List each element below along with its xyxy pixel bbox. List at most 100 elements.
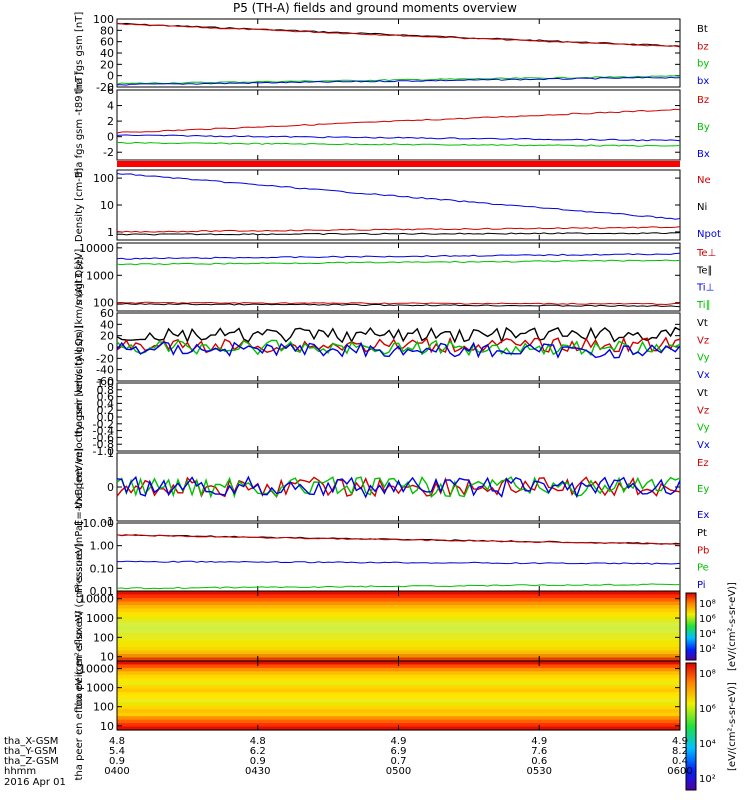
panel-9: 10000 1000 100 10 tha peir en eflux eV (cm²-… [74,543,681,710]
y-tick-label: 100 [93,297,114,310]
spectrogram-band [117,698,680,703]
legend-entry: by [697,59,709,70]
ephemeris-value: 5.4 [109,746,125,757]
y-tick-label: 40 [100,47,114,60]
y-tick-label: 2 [107,115,114,128]
ephemeris-value: 4.9 [672,736,688,747]
y-tick-label: 60 [100,36,114,49]
y-tick-label: 10 [100,199,114,212]
y-axis-label: tha fgs gsm [nT] [74,12,85,95]
legend-entry: bx [697,76,709,87]
spectrogram-band [117,709,680,714]
y-tick-label: 0.10 [90,562,115,575]
ephemeris-value: 0.9 [250,756,266,767]
y-tick-label: 0.8 [97,384,115,397]
legend-entry: Te∥ [696,265,713,276]
ephemeris-value: 4.9 [391,736,407,747]
y-axis-label: tha fgs gsm -t89 [nT] [74,72,85,178]
legend-entry: Pb [697,545,709,556]
legend-entry: By [697,122,710,133]
legend-entry: Pe [697,563,709,574]
series-line [116,475,681,499]
legend-entry: bz [697,41,709,52]
panel-frame [116,382,681,452]
ephemeris-value: 0.4 [672,756,688,767]
legend-entry: Bz [697,95,709,106]
ephemeris-value: 0430 [245,766,270,777]
legend-entry: Bt [697,24,708,35]
series-line [116,341,681,359]
y-tick-label: 0.4 [97,397,115,410]
spectrogram-band [117,692,680,697]
colorbar-tick-label: 10⁸ [699,599,716,610]
legend-entry: Ti∥ [696,300,711,311]
series-line [117,302,681,308]
spectrogram-band [117,640,680,645]
series-line [116,259,681,266]
series-line [116,476,681,499]
spectrogram-band [117,702,680,707]
spectrogram-band [117,601,680,606]
spectrogram-band [117,650,680,655]
panel-2: 6 4 2 0 -2 tha fgs gsm -t89 [nT] Bz By Bx [74,72,710,178]
y-tick-label: -0.8 [93,438,114,451]
y-axis-label: tha peer en eflux eV (cm²-s-sr-eV) [74,610,85,780]
spectrogram-band [117,695,680,700]
ephemeris-value: 0.6 [531,756,547,767]
series-line [116,23,681,48]
series-line [116,108,681,134]
series-line [116,301,681,306]
y-tick-label: -2 [103,146,114,159]
legend-entry: Vz [697,405,709,416]
y-tick-label: 10000 [79,663,114,676]
colorbar-1: 10⁸ 10⁶ 10⁴ 10² [eV/(cm²-s-sr-eV)] [685,582,738,671]
series-line [117,560,681,565]
legend-entry: Ne [697,175,711,186]
panel-4: 10000 1000 100 magt3 [eV] Te⊥ Te∥ Ti⊥ Ti∥ [74,242,716,312]
panel-separator-band [117,161,680,167]
colorbar-scale [685,592,697,661]
y-tick-label: 4 [107,100,114,113]
series-line [116,252,681,260]
y-tick-label: -1.0 [93,445,114,458]
figure-title: P5 (TH-A) fields and ground moments over… [233,1,517,15]
y-tick-label: 100 [93,631,114,644]
y-tick-label: 1000 [86,269,114,282]
spectrogram-band [117,608,680,613]
spectrogram-band [117,647,680,652]
colorbar-tick-label: 10⁸ [699,669,716,680]
date-label: 2016 Apr 01 [4,777,66,788]
panel-frame [116,242,681,312]
ephemeris-value: 4.8 [109,736,125,747]
legend-entry: Ti⊥ [696,283,714,294]
spectrogram-band [117,678,680,683]
colorbar-tick-label: 10⁶ [699,614,716,625]
colorbar-tick-label: 10⁴ [699,739,716,750]
spectrogram-band [117,681,680,686]
y-tick-label: 0 [107,70,114,83]
spectrogram-band [117,598,680,603]
legend-entry: Vx [697,370,710,381]
y-tick-label: 0.01 [90,585,115,598]
series-line [117,141,681,147]
colorbar-label: [eV/(cm²-s-sr-eV)] [727,582,738,671]
y-tick-label: -0.4 [93,425,114,438]
spectrogram-band [117,685,680,690]
y-axis-label: tha peir en eflux eV (cm²-s-sr-eV) [74,543,85,710]
spectrogram-band [117,674,680,679]
y-tick-label: 40 [100,318,114,331]
ephemeris-value: 6.9 [391,746,407,757]
legend-entry: Vz [697,335,709,346]
ephemeris-value: 0.7 [391,756,407,767]
colorbar-tick-label: 10² [699,644,716,655]
y-axis-label: Density [cm-3] [74,168,85,242]
y-axis-label: E=-VxB [mV/m] [74,448,85,526]
ephemeris-value: 6.2 [250,746,266,757]
panel-7: 1 0 -1 E=-VxB [mV/m] Ez Ey Ex [74,447,709,528]
ephemeris-value: 8.2 [672,746,688,757]
spectrogram-band [117,629,680,634]
ephemeris-value: 0400 [104,766,129,777]
colorbar-tick-label: 10² [699,774,716,785]
spectrogram-band [117,643,680,648]
